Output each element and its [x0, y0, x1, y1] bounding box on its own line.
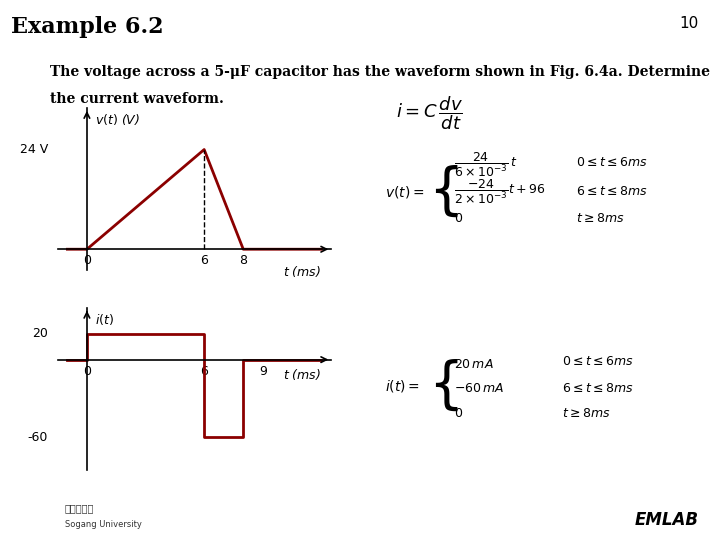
- Text: $i(t) =$: $i(t) =$: [385, 378, 420, 394]
- Text: {: {: [428, 165, 464, 219]
- Text: $0 \leq t \leq 6ms$: $0 \leq t \leq 6ms$: [562, 355, 634, 368]
- Text: Sogang University: Sogang University: [65, 520, 142, 529]
- Text: 10: 10: [679, 16, 698, 31]
- Text: The voltage across a 5-μF capacitor has the waveform shown in Fig. 6.4a. Determi: The voltage across a 5-μF capacitor has …: [50, 65, 711, 79]
- Text: the current waveform.: the current waveform.: [50, 92, 224, 106]
- Text: $6 \leq t \leq 8ms$: $6 \leq t \leq 8ms$: [576, 185, 648, 198]
- Text: $t \geq 8ms$: $t \geq 8ms$: [562, 407, 611, 420]
- Text: $i = C\,\dfrac{dv}{dt}$: $i = C\,\dfrac{dv}{dt}$: [396, 94, 463, 132]
- Text: $6 \leq t \leq 8ms$: $6 \leq t \leq 8ms$: [562, 382, 634, 395]
- Text: $\dfrac{-24}{2\times10^{-3}}t+96$: $\dfrac{-24}{2\times10^{-3}}t+96$: [454, 178, 545, 206]
- Text: $0$: $0$: [454, 407, 463, 420]
- Text: -60: -60: [27, 431, 48, 444]
- Text: $20\,mA$: $20\,mA$: [454, 358, 493, 371]
- Text: $t$ (ms): $t$ (ms): [284, 367, 321, 382]
- Text: {: {: [428, 359, 464, 413]
- Text: EMLAB: EMLAB: [634, 511, 698, 529]
- Text: $i(t)$: $i(t)$: [95, 312, 114, 327]
- Text: $-60\,mA$: $-60\,mA$: [454, 382, 504, 395]
- Text: 24 V: 24 V: [19, 143, 48, 156]
- Text: $t \geq 8ms$: $t \geq 8ms$: [576, 212, 625, 225]
- Text: $0$: $0$: [454, 212, 463, 225]
- Text: $v(t) =$: $v(t) =$: [385, 184, 425, 200]
- Text: $\dfrac{24}{6\times10^{-3}}\,t$: $\dfrac{24}{6\times10^{-3}}\,t$: [454, 151, 517, 179]
- Text: $t$ (ms): $t$ (ms): [284, 264, 321, 279]
- Text: 서강대학교: 서강대학교: [65, 503, 94, 513]
- Text: Example 6.2: Example 6.2: [11, 16, 163, 38]
- Text: $v(t)$ (V): $v(t)$ (V): [95, 112, 140, 127]
- Text: $0 \leq t \leq 6ms$: $0 \leq t \leq 6ms$: [576, 156, 648, 168]
- Text: 20: 20: [32, 327, 48, 340]
